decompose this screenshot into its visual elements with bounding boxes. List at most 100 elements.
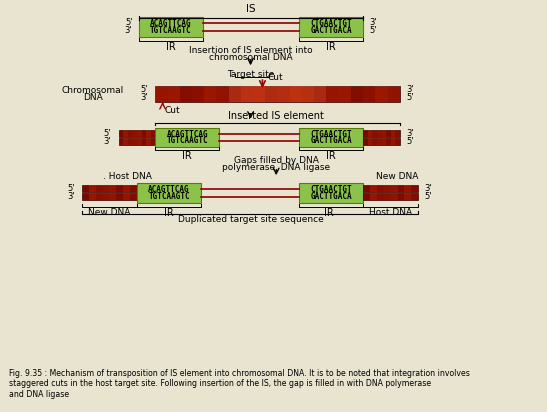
Text: IR: IR [324,208,334,218]
Bar [386,130,391,137]
Text: GACTTGACA: GACTTGACA [310,26,352,35]
Bar [391,193,398,200]
Bar [302,86,315,102]
Bar [363,86,375,102]
Bar [130,185,137,192]
Bar [391,130,395,137]
Bar [217,86,229,102]
Text: 3': 3' [67,192,75,201]
Bar [132,138,137,145]
Bar [363,193,370,200]
Text: Duplicated target site sequence: Duplicated target site sequence [178,215,323,224]
Bar [368,138,373,145]
Text: 5': 5' [424,192,432,201]
Text: 5': 5' [406,137,414,146]
Bar [146,130,151,137]
Bar [363,138,400,145]
Bar [123,138,128,145]
Bar [117,193,123,200]
Bar [89,193,96,200]
Bar [368,130,373,137]
Bar [151,130,155,137]
Text: ACAGTTCAG: ACAGTTCAG [166,129,208,138]
Bar [139,17,203,37]
Text: ACAGTTCAG: ACAGTTCAG [150,19,191,28]
Bar [377,193,384,200]
Bar [119,130,155,137]
Bar [377,185,384,192]
Bar [370,185,377,192]
Bar [404,193,411,200]
Text: 3': 3' [424,185,432,194]
Text: IR: IR [183,151,192,162]
Bar [142,138,146,145]
Bar [386,138,391,145]
Bar [180,86,192,102]
Text: CTGAACTGT: CTGAACTGT [310,185,352,194]
Bar [109,193,117,200]
Text: IR: IR [327,42,336,52]
Text: 5': 5' [67,185,75,194]
Text: IR: IR [164,208,174,218]
Bar [241,86,253,102]
Bar [373,130,377,137]
Bar [137,183,201,203]
Bar [117,185,123,192]
Bar [395,130,400,137]
Text: Host DNA: Host DNA [369,208,412,217]
Bar [299,128,363,147]
Text: TGTCAAGTC: TGTCAAGTC [150,26,191,35]
Bar [128,138,132,145]
Bar [123,130,128,137]
Text: Insertion of IS element into: Insertion of IS element into [189,47,312,56]
Bar [96,193,103,200]
Text: 3': 3' [370,18,377,27]
Bar [388,86,400,102]
Bar [384,193,391,200]
Text: Chromosomal: Chromosomal [62,87,124,96]
Bar [363,130,368,137]
Bar [382,138,386,145]
Bar [155,86,167,102]
Text: Target site: Target site [227,70,274,79]
Bar [363,138,368,145]
Bar [132,130,137,137]
Bar [119,130,123,137]
Text: ACAGTTCAG: ACAGTTCAG [148,185,190,194]
Text: CTGAACTGT: CTGAACTGT [310,19,352,28]
Bar [128,130,132,137]
Bar [192,86,204,102]
Text: polymerase, DNA ligase: polymerase, DNA ligase [222,163,330,172]
Bar [377,138,382,145]
Bar [339,86,351,102]
Text: New DNA: New DNA [376,172,418,181]
Bar [265,86,277,102]
Text: 5': 5' [125,18,132,27]
Bar [398,185,404,192]
Text: IR: IR [166,42,176,52]
Bar [123,193,130,200]
Bar [137,130,142,137]
Bar [103,193,109,200]
Bar [229,86,241,102]
Bar [398,193,404,200]
Text: 3': 3' [104,137,111,146]
Text: . Host DNA: . Host DNA [103,172,152,181]
Bar [82,185,89,192]
Text: GACTTGACA: GACTTGACA [310,136,352,145]
Bar [277,86,290,102]
Bar [382,130,386,137]
Text: 3': 3' [141,94,148,103]
Bar [96,185,103,192]
Text: 3': 3' [406,86,414,94]
Bar [82,193,89,200]
Bar [82,193,137,200]
Bar [142,130,146,137]
Bar [82,185,137,192]
Text: 3': 3' [406,129,414,138]
Bar [119,138,155,145]
Bar [363,193,418,200]
Bar [167,86,180,102]
Text: 5': 5' [370,26,377,35]
Text: 3': 3' [125,26,132,35]
